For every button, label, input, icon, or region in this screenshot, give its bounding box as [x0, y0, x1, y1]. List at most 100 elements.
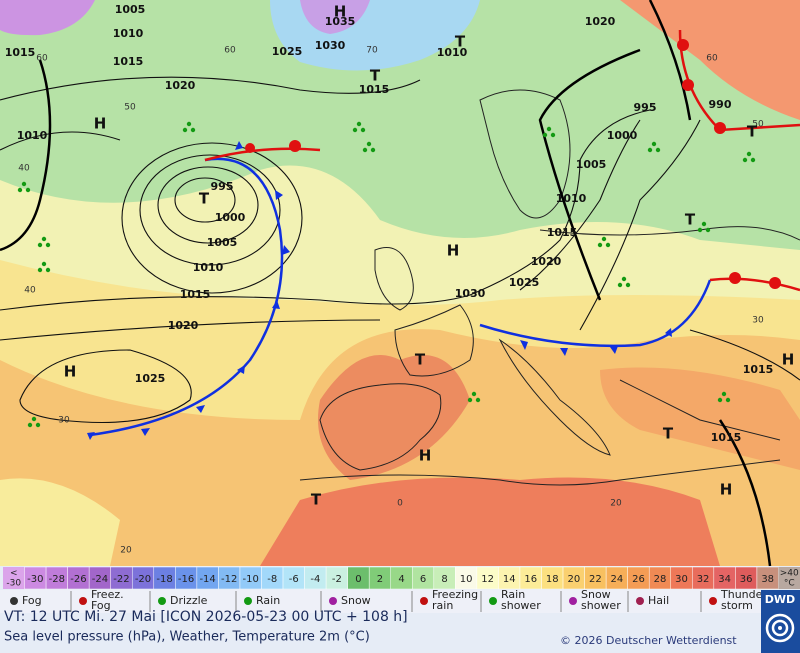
weather-legend-label: Snow	[341, 594, 371, 607]
description: Sea level pressure (hPa), Weather, Tempe…	[4, 630, 370, 645]
rain-symbol	[17, 187, 23, 193]
rain-symbol	[362, 147, 368, 153]
scale-label: -6	[289, 574, 299, 585]
scale-label: 8	[441, 574, 447, 585]
temperature-scale: <-30 -30 -28 -26 -24 -22 -20 -18 -16 -14 -12 -10 -8-…	[3, 566, 800, 590]
pressure-center: H	[720, 481, 733, 499]
pressure-center: T	[311, 491, 322, 509]
isobar-label: 1015	[711, 431, 742, 444]
grid-label: 40	[18, 164, 30, 174]
isobar-label: 990	[709, 98, 732, 111]
rain-symbol	[352, 127, 358, 133]
weather-legend-label: Drizzle	[170, 594, 208, 607]
scale-label: -2	[332, 574, 342, 585]
pressure-center: H	[94, 115, 107, 133]
scale-label: 30	[675, 574, 688, 585]
pressure-center: H	[447, 242, 460, 260]
rain-symbol	[182, 127, 188, 133]
scale-label: 0	[355, 574, 361, 585]
scale-label: 36	[740, 574, 753, 585]
isobar-label: 995	[211, 180, 234, 193]
grid-label: 70	[366, 46, 378, 56]
pressure-center: H	[419, 447, 432, 465]
weather-legend: Fog Freez.Fog Drizzle Rain Snow FreezingrainR…	[10, 588, 767, 612]
isobar-label: 1015	[180, 288, 211, 301]
weather-legend-label: Hail	[648, 594, 669, 607]
rain-symbol	[41, 261, 47, 267]
scale-label: >40	[780, 569, 799, 579]
rain-symbol	[725, 397, 731, 403]
weather-legend-bg	[0, 590, 800, 613]
isobar-label: 1005	[115, 3, 146, 16]
scale-label: 18	[546, 574, 559, 585]
rain-symbol	[655, 147, 661, 153]
rain-symbol	[471, 391, 477, 397]
rain-symbol	[601, 236, 607, 242]
weather-symbol	[636, 597, 644, 605]
weather-symbol	[329, 597, 337, 605]
scale-label: 32	[697, 574, 710, 585]
isobar-label: 1015	[743, 363, 774, 376]
isobar-label: 1010	[17, 129, 48, 142]
weather-symbol	[489, 597, 497, 605]
rain-symbol	[186, 121, 192, 127]
rain-symbol	[697, 227, 703, 233]
rain-symbol	[617, 282, 623, 288]
rain-symbol	[701, 221, 707, 227]
pressure-center: T	[747, 123, 758, 141]
weather-legend-label: Rain	[256, 594, 280, 607]
scale-label: -14	[199, 574, 215, 585]
scale-label: -4	[310, 574, 320, 585]
scale-label: -24	[92, 574, 108, 585]
grid-label: 60	[36, 54, 48, 64]
rain-symbol	[35, 422, 41, 428]
scale-label: 2	[377, 574, 383, 585]
scale-label: -28	[49, 574, 65, 585]
grid-label: 30	[752, 316, 764, 326]
rain-symbol	[597, 242, 603, 248]
grid-label: 60	[706, 54, 718, 64]
scale-label: -16	[178, 574, 194, 585]
weather-symbol	[244, 597, 252, 605]
weather-legend-label: shower	[501, 599, 541, 612]
rain-symbol	[625, 282, 631, 288]
scale-label: -30	[27, 574, 43, 585]
weather-legend-label: storm	[721, 599, 753, 612]
isobar-label: 1005	[576, 158, 607, 171]
isobar-label: 1015	[113, 55, 144, 68]
scale-label: 4	[398, 574, 404, 585]
scale-label: °C	[784, 579, 795, 589]
scale-cell	[778, 567, 800, 589]
isobar-label: 1005	[207, 236, 238, 249]
isobar-label: 1020	[168, 319, 199, 332]
grid-label: 60	[224, 46, 236, 56]
pressure-center: T	[663, 425, 674, 443]
rain-symbol	[45, 267, 51, 273]
scale-label: 24	[611, 574, 624, 585]
rain-symbol	[190, 127, 196, 133]
rain-symbol	[721, 391, 727, 397]
copyright: © 2026 Deutscher Wetterdienst	[560, 634, 737, 647]
pressure-center: T	[455, 33, 466, 51]
scale-label: -8	[267, 574, 277, 585]
grid-label: 20	[120, 546, 132, 556]
scale-label: 34	[718, 574, 731, 585]
rain-symbol	[370, 147, 376, 153]
rain-symbol	[542, 132, 548, 138]
isobar-label: 1035	[325, 15, 356, 28]
isobar-label: 1020	[531, 255, 562, 268]
rain-symbol	[37, 267, 43, 273]
scale-label: -10	[243, 574, 259, 585]
map-labels: 1005 1010 1015 1015 1035 1025 1030 1010 1015 1020…	[5, 3, 795, 556]
rain-symbol	[41, 236, 47, 242]
weather-legend-label: Rain	[501, 588, 525, 601]
isobar-label: 1000	[215, 211, 246, 224]
rain-symbol	[621, 276, 627, 282]
rain-symbol	[546, 126, 552, 132]
rain-symbol	[45, 242, 51, 248]
isobar-label: 1020	[165, 79, 196, 92]
rain-symbol	[647, 147, 653, 153]
rain-symbol	[27, 422, 33, 428]
weather-legend-label: shower	[581, 599, 621, 612]
